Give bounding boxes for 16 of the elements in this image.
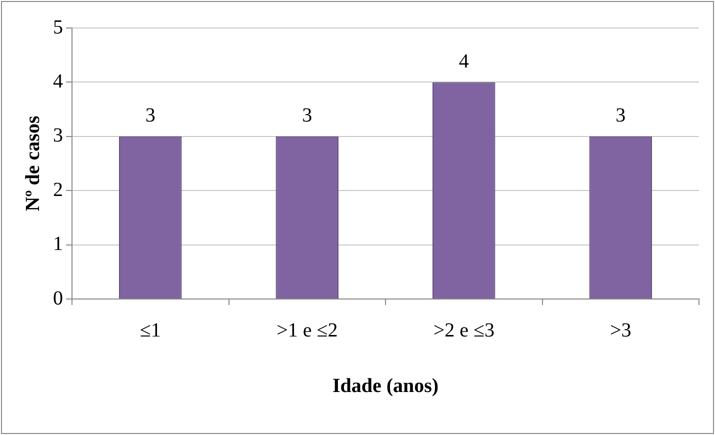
data-label: 3 — [145, 104, 156, 127]
y-tick-label: 5 — [53, 16, 63, 38]
x-tick-label: >3 — [610, 319, 632, 342]
y-tick-label: 3 — [53, 124, 63, 147]
data-label: 4 — [458, 50, 469, 72]
x-tick-label: >1 e ≤2 — [276, 319, 338, 342]
y-tick-label: 1 — [53, 233, 63, 256]
y-tick-label: 2 — [53, 178, 63, 201]
x-tick-label: >2 e ≤3 — [433, 319, 494, 342]
x-tick-label: ≤1 — [140, 319, 161, 342]
data-label: 3 — [302, 104, 312, 127]
y-tick-label: 0 — [53, 287, 63, 310]
data-label: 3 — [616, 104, 626, 127]
x-axis-title: Idade (anos) — [332, 375, 439, 398]
y-axis-title: Nº de casos — [22, 116, 44, 212]
y-tick-label: 4 — [53, 70, 63, 92]
